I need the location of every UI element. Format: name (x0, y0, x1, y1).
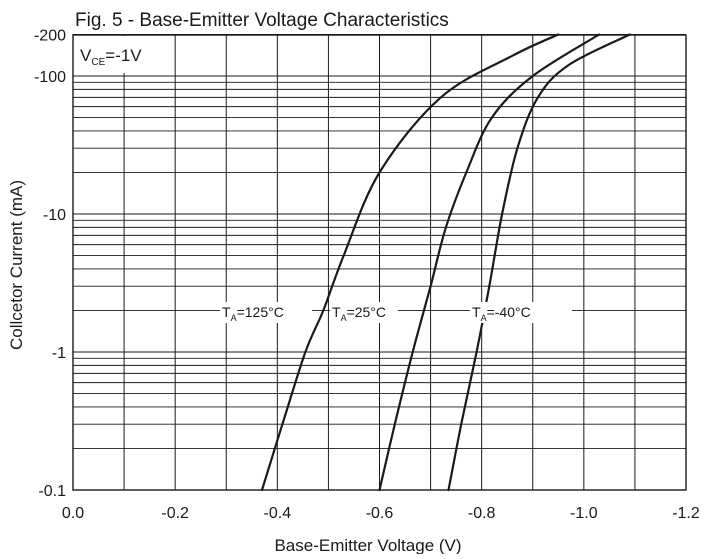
series-line-0 (260, 33, 560, 492)
condition-bg (74, 36, 166, 73)
series-line-2 (447, 33, 631, 492)
series-label-bg (220, 302, 312, 323)
series-label-value: =25°C (347, 304, 386, 320)
series-label-main: T (472, 304, 481, 320)
condition-label: VCE=-1V (80, 46, 142, 68)
series-label-value: =-40°C (487, 304, 531, 320)
condition-main: V (80, 46, 92, 65)
y-tick-label: -100 (34, 69, 66, 86)
x-tick-label: 0.0 (62, 505, 84, 522)
x-tick-label: -0.8 (468, 505, 496, 522)
grid (73, 34, 686, 490)
x-tick-label: -1.2 (672, 505, 700, 522)
series-line-1 (378, 33, 601, 492)
series-label-2: TA=-40°C (472, 304, 531, 323)
series-label-sub: A (481, 313, 487, 323)
series-label-main: T (332, 304, 341, 320)
y-tick-label: -1 (52, 345, 66, 362)
series-label-bg (470, 302, 572, 323)
series-label-0: TA=125°C (222, 304, 284, 323)
y-axis-label: Collcetor Current (mA) (7, 180, 26, 350)
y-tick-label: -200 (34, 27, 66, 44)
y-tick-label: -0.1 (38, 483, 66, 500)
chart-title: Fig. 5 - Base-Emitter Voltage Characteri… (75, 10, 449, 31)
x-axis-label: Base-Emitter Voltage (V) (274, 536, 461, 554)
series-label-main: T (222, 304, 231, 320)
y-tick-label: -10 (43, 207, 66, 224)
x-tick-label: -0.4 (264, 505, 292, 522)
series-label-sub: A (231, 313, 237, 323)
x-tick-label: -1.0 (570, 505, 598, 522)
series-group (260, 33, 631, 492)
series-label-1: TA=25°C (332, 304, 386, 323)
condition-sub: CE (91, 57, 105, 68)
series-label-value: =125°C (237, 304, 284, 320)
series-label-bg (330, 302, 398, 323)
series-label-sub: A (341, 313, 347, 323)
x-tick-label: -0.2 (161, 505, 189, 522)
condition-value: =-1V (105, 46, 142, 65)
x-tick-label: -0.6 (366, 505, 394, 522)
